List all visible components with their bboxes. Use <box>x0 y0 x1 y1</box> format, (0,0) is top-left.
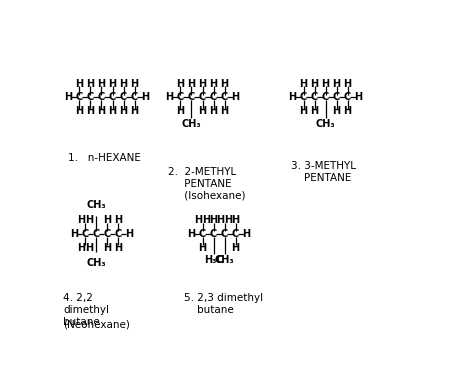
Text: H: H <box>64 92 73 103</box>
Text: H: H <box>225 215 233 225</box>
Text: H: H <box>85 243 93 253</box>
Text: H: H <box>109 106 117 116</box>
Text: H₃C: H₃C <box>204 255 223 265</box>
Text: CH₃: CH₃ <box>86 200 106 210</box>
Text: C: C <box>199 92 206 103</box>
Text: C: C <box>311 92 318 103</box>
Text: H: H <box>231 243 240 253</box>
Text: H: H <box>165 92 173 103</box>
Text: H: H <box>231 92 240 103</box>
Text: C: C <box>103 229 110 239</box>
Text: C: C <box>300 92 307 103</box>
Text: H: H <box>119 106 128 116</box>
Text: C: C <box>210 92 217 103</box>
Text: H: H <box>142 92 150 103</box>
Text: H: H <box>119 78 128 89</box>
Text: H: H <box>130 78 138 89</box>
Text: H: H <box>176 78 184 89</box>
Text: C: C <box>232 229 239 239</box>
Text: H: H <box>321 78 329 89</box>
Text: C: C <box>188 92 195 103</box>
Text: H: H <box>310 78 319 89</box>
Text: H: H <box>300 106 308 116</box>
Text: H: H <box>344 106 352 116</box>
Text: H: H <box>210 215 218 225</box>
Text: C: C <box>199 229 206 239</box>
Text: 5. 2,3 dimethyl
    butane: 5. 2,3 dimethyl butane <box>184 293 263 315</box>
Text: C: C <box>98 92 105 103</box>
Text: H: H <box>300 78 308 89</box>
Text: H: H <box>210 78 218 89</box>
Text: H: H <box>187 78 196 89</box>
Text: C: C <box>114 229 122 239</box>
Text: H: H <box>77 215 85 225</box>
Text: H: H <box>103 243 111 253</box>
Text: 4. 2,2
dimethyl
butane: 4. 2,2 dimethyl butane <box>63 293 109 326</box>
Text: 3. 3-METHYL
    PENTANE: 3. 3-METHYL PENTANE <box>291 161 356 183</box>
Text: C: C <box>210 229 217 239</box>
Text: H: H <box>125 229 133 239</box>
Text: 2.  2-METHYL
     PENTANE
     (Isohexane): 2. 2-METHYL PENTANE (Isohexane) <box>168 167 245 200</box>
Text: H: H <box>199 78 207 89</box>
Text: H: H <box>77 243 85 253</box>
Text: H: H <box>310 106 319 116</box>
Text: H: H <box>202 215 210 225</box>
Text: CH₃: CH₃ <box>316 119 336 129</box>
Text: H: H <box>130 106 138 116</box>
Text: C: C <box>82 229 89 239</box>
Text: H: H <box>243 229 251 239</box>
Text: H: H <box>199 106 207 116</box>
Text: CH₃: CH₃ <box>215 255 234 265</box>
Text: C: C <box>333 92 340 103</box>
Text: H: H <box>220 78 228 89</box>
Text: H: H <box>355 92 363 103</box>
Text: H: H <box>333 106 341 116</box>
Text: 1.   n-HEXANE: 1. n-HEXANE <box>68 153 141 162</box>
Text: H: H <box>85 215 93 225</box>
Text: H: H <box>86 106 94 116</box>
Text: (Neohexane): (Neohexane) <box>63 320 130 329</box>
Text: H: H <box>187 229 196 239</box>
Text: H: H <box>199 243 207 253</box>
Text: C: C <box>131 92 138 103</box>
Text: H: H <box>86 78 94 89</box>
Text: H: H <box>70 229 78 239</box>
Text: C: C <box>87 92 94 103</box>
Text: H: H <box>217 215 225 225</box>
Text: C: C <box>344 92 351 103</box>
Text: C: C <box>120 92 127 103</box>
Text: H: H <box>333 78 341 89</box>
Text: H: H <box>109 78 117 89</box>
Text: H: H <box>194 215 202 225</box>
Text: C: C <box>92 229 100 239</box>
Text: H: H <box>75 78 83 89</box>
Text: H: H <box>98 106 106 116</box>
Text: H: H <box>220 106 228 116</box>
Text: H: H <box>210 106 218 116</box>
Text: C: C <box>76 92 83 103</box>
Text: H: H <box>344 78 352 89</box>
Text: CH₃: CH₃ <box>182 119 201 129</box>
Text: H: H <box>231 215 240 225</box>
Text: H: H <box>289 92 297 103</box>
Text: H: H <box>176 106 184 116</box>
Text: C: C <box>322 92 329 103</box>
Text: H: H <box>98 78 106 89</box>
Text: C: C <box>221 92 228 103</box>
Text: H: H <box>114 215 122 225</box>
Text: C: C <box>109 92 116 103</box>
Text: H: H <box>114 243 122 253</box>
Text: CH₃: CH₃ <box>86 258 106 268</box>
Text: H: H <box>103 215 111 225</box>
Text: C: C <box>177 92 184 103</box>
Text: C: C <box>221 229 228 239</box>
Text: H: H <box>75 106 83 116</box>
